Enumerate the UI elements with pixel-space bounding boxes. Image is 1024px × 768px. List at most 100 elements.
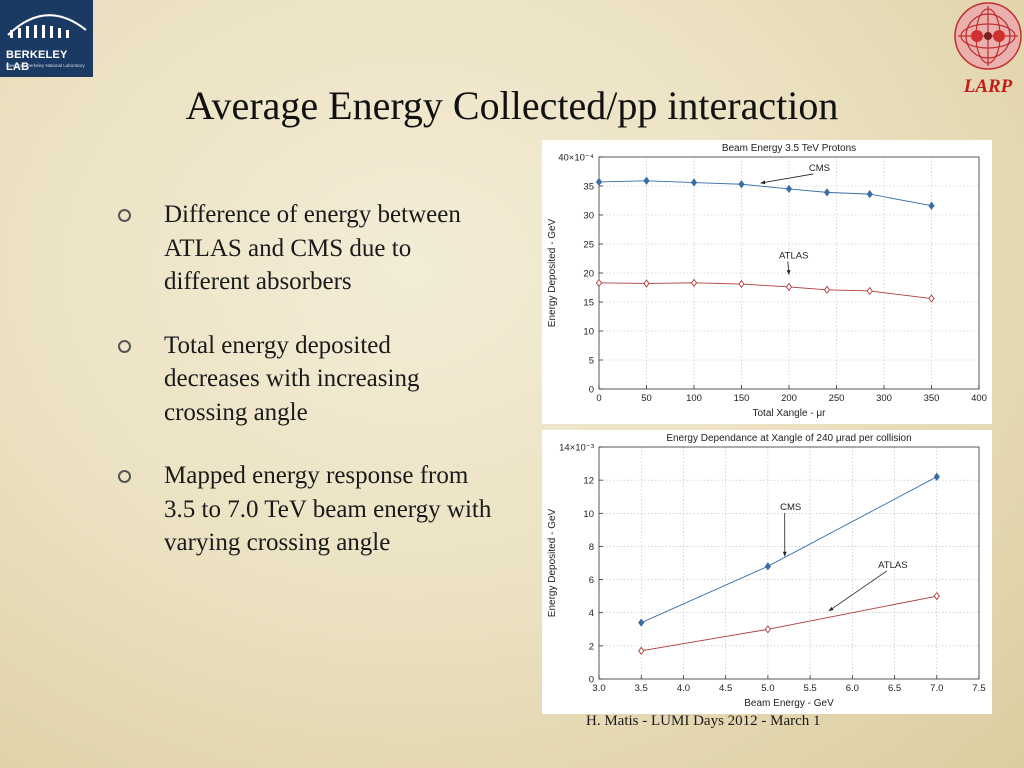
x-tick-label: 350: [924, 393, 940, 404]
bullet-circle-icon: [118, 339, 131, 353]
chart-title: Energy Dependance at Xangle of 240 μrad …: [666, 433, 911, 444]
y-tick-label: 8: [589, 542, 594, 553]
annotation-label: CMS: [780, 502, 801, 513]
x-tick-label: 3.5: [635, 683, 648, 694]
y-tick-label: 5: [589, 356, 594, 367]
x-tick-label: 50: [641, 393, 652, 404]
data-point-atlas: [738, 279, 745, 289]
x-tick-label: 200: [781, 393, 797, 404]
data-point-cms: [764, 562, 772, 571]
annotation-arrow: [828, 570, 888, 612]
x-tick-label: 5.5: [804, 683, 817, 694]
bullet-text: Total energy deposited decreases with in…: [164, 331, 420, 426]
bullet-item: Mapped energy response from 3.5 to 7.0 T…: [112, 459, 492, 560]
berkeley-lab-subtitle: Lawrence Berkeley National Laboratory: [6, 63, 85, 68]
y-axis-label: Energy Deposited - GeV: [547, 508, 558, 617]
y-tick-label: 0: [589, 385, 594, 396]
data-point-cms: [595, 177, 603, 187]
berkeley-lab-logo: BERKELEY LAB Lawrence Berkeley National …: [0, 0, 93, 77]
chart-energy-vs-beam-energy-svg: Energy Dependance at Xangle of 240 μrad …: [547, 433, 986, 709]
y-tick-label: 2: [589, 641, 594, 652]
data-point-cms: [785, 184, 793, 194]
y-axis-label: Energy Deposited - GeV: [547, 218, 558, 327]
data-point-atlas: [785, 282, 793, 292]
data-point-atlas: [690, 278, 698, 288]
data-point-cms: [823, 188, 831, 197]
data-point-cms: [643, 176, 650, 185]
x-axis-label: Total Xangle - μr: [752, 408, 826, 419]
data-point-atlas: [764, 625, 772, 634]
data-point-atlas: [933, 591, 940, 601]
annotation-arrowhead: [760, 180, 766, 185]
x-tick-label: 250: [829, 393, 845, 404]
chart-energy-vs-xangle: Beam Energy 3.5 TeV Protons 0 50 100 150 200 2…: [542, 140, 992, 424]
annotation-arrow: [760, 173, 814, 184]
x-tick-label: 300: [876, 393, 892, 404]
annotation-arrowhead: [786, 269, 791, 275]
bullet-text: Mapped energy response from 3.5 to 7.0 T…: [164, 462, 492, 556]
series-line-cms: [641, 476, 937, 624]
y-tick-label: 4: [589, 608, 594, 619]
y-tick-label: 40×10⁻⁴: [558, 153, 594, 164]
y-tick-label: 10: [583, 327, 594, 338]
y-tick-label: 25: [583, 240, 594, 251]
x-tick-label: 3.0: [592, 683, 605, 694]
x-tick-label: 150: [734, 393, 750, 404]
x-tick-label: 5.0: [761, 683, 774, 694]
x-tick-label: 6.0: [846, 683, 859, 694]
x-tick-label: 400: [971, 393, 987, 404]
chart-title: Beam Energy 3.5 TeV Protons: [722, 143, 856, 154]
data-point-atlas: [643, 279, 650, 288]
x-axis-label: Beam Energy - GeV: [744, 698, 834, 709]
bullet-item: Difference of energy between ATLAS and C…: [112, 198, 492, 299]
larp-emblem-icon: [954, 2, 1022, 70]
annotation-arrowhead: [782, 551, 787, 557]
data-point-atlas: [823, 285, 831, 294]
bullet-item: Total energy deposited decreases with in…: [112, 329, 492, 430]
data-point-cms: [866, 189, 873, 199]
y-tick-label: 35: [583, 182, 594, 193]
data-point-cms: [738, 180, 745, 189]
x-tick-label: 4.0: [677, 683, 690, 694]
footer-text: H. Matis - LUMI Days 2012 - March 1: [586, 713, 821, 729]
y-tick-label: 30: [583, 211, 594, 222]
data-point-cms: [928, 201, 935, 210]
series-line-cms: [598, 180, 932, 207]
data-point-atlas: [866, 286, 873, 296]
data-point-atlas: [928, 294, 935, 303]
bullet-text: Difference of energy between ATLAS and C…: [164, 201, 461, 295]
annotation-label: ATLAS: [779, 251, 808, 262]
series-line-atlas: [598, 282, 932, 299]
series-line-atlas: [641, 595, 937, 652]
y-tick-label: 0: [589, 675, 594, 686]
annotation-arrowhead: [828, 606, 834, 612]
data-point-atlas: [595, 278, 603, 288]
plot-frame: [598, 446, 980, 680]
y-tick-label: 10: [583, 509, 594, 520]
bullet-list: Difference of energy between ATLAS and C…: [112, 198, 492, 590]
data-point-atlas: [638, 646, 645, 655]
data-point-cms: [690, 178, 698, 187]
data-point-cms: [638, 618, 645, 627]
slide-title: Average Energy Collected/pp interaction: [185, 83, 839, 128]
larp-logo-text: LARP: [963, 76, 1013, 97]
x-tick-label: 4.5: [719, 683, 732, 694]
annotation-label: CMS: [809, 163, 830, 174]
y-tick-label: 14×10⁻³: [559, 443, 594, 454]
bullet-circle-icon: [118, 209, 131, 222]
berkeley-lab-icon: [7, 14, 87, 38]
y-tick-label: 15: [583, 298, 594, 309]
bullet-circle-icon: [118, 470, 131, 483]
annotation-label: ATLAS: [878, 560, 907, 571]
y-tick-label: 12: [583, 476, 594, 487]
x-tick-label: 0: [596, 393, 601, 404]
x-tick-label: 7.0: [930, 683, 943, 694]
y-tick-label: 20: [583, 269, 594, 280]
x-tick-label: 100: [686, 393, 702, 404]
data-point-cms: [933, 472, 940, 481]
x-tick-label: 7.5: [972, 683, 985, 694]
chart-energy-vs-beam-energy: Energy Dependance at Xangle of 240 μrad …: [542, 430, 992, 714]
x-tick-label: 6.5: [888, 683, 901, 694]
y-tick-label: 6: [589, 575, 594, 586]
